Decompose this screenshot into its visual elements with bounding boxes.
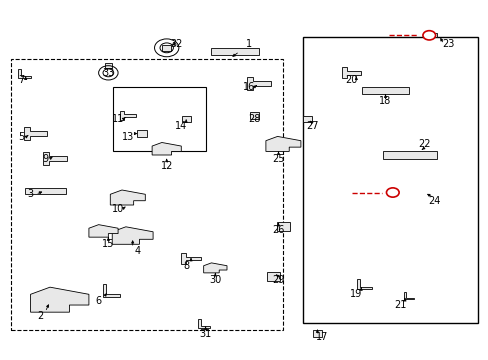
Text: 20: 20 [345,75,357,85]
Text: 29: 29 [272,275,284,285]
Text: 26: 26 [272,225,284,235]
Text: 5: 5 [18,132,24,142]
Text: 24: 24 [427,197,439,206]
Polygon shape [276,222,289,231]
Text: 19: 19 [349,289,362,299]
Text: 28: 28 [247,114,260,124]
Text: 6: 6 [95,296,102,306]
Text: 15: 15 [102,239,114,249]
Text: 9: 9 [42,154,48,163]
Text: 4: 4 [134,247,141,256]
Text: 13: 13 [122,132,134,142]
Text: 27: 27 [305,121,318,131]
Text: 17: 17 [315,332,328,342]
Text: 12: 12 [160,161,173,171]
Text: 8: 8 [183,261,189,271]
Polygon shape [312,330,321,337]
Circle shape [422,31,435,40]
Polygon shape [110,190,145,205]
Polygon shape [24,127,47,140]
Bar [302,37,477,323]
Polygon shape [137,130,147,137]
Polygon shape [19,69,30,78]
Polygon shape [89,225,118,237]
Text: 16: 16 [243,82,255,92]
Polygon shape [303,116,311,122]
Polygon shape [430,33,436,37]
Circle shape [386,188,398,197]
Polygon shape [162,45,171,51]
Polygon shape [403,292,413,299]
Polygon shape [103,284,120,297]
Polygon shape [210,48,258,55]
Polygon shape [247,77,270,90]
Text: 31: 31 [199,329,211,339]
Text: 2: 2 [37,311,43,321]
Polygon shape [357,279,371,289]
Text: 14: 14 [175,121,187,131]
Polygon shape [389,190,395,195]
Polygon shape [104,63,112,68]
Text: 25: 25 [272,154,284,163]
Polygon shape [120,111,135,120]
Text: 23: 23 [442,39,454,49]
Polygon shape [198,319,210,328]
Text: 21: 21 [393,300,406,310]
Text: 10: 10 [112,203,124,213]
Polygon shape [181,253,201,264]
Polygon shape [265,136,300,152]
Polygon shape [152,143,181,155]
Polygon shape [361,87,408,94]
Text: 18: 18 [379,96,391,107]
Bar [113,87,205,152]
Bar [11,59,283,330]
Polygon shape [249,112,258,119]
Text: 32: 32 [170,39,182,49]
Polygon shape [43,152,66,165]
Text: 1: 1 [246,39,252,49]
Text: 11: 11 [112,114,124,124]
Text: 30: 30 [209,275,221,285]
Text: 22: 22 [417,139,430,149]
Polygon shape [112,227,153,244]
Polygon shape [266,272,280,281]
Text: 33: 33 [102,68,114,78]
Polygon shape [182,116,190,122]
Polygon shape [30,287,89,312]
Text: 7: 7 [18,75,24,85]
Text: 3: 3 [27,189,34,199]
Polygon shape [25,188,65,194]
Polygon shape [382,151,436,159]
Polygon shape [203,263,226,273]
Polygon shape [341,67,361,78]
